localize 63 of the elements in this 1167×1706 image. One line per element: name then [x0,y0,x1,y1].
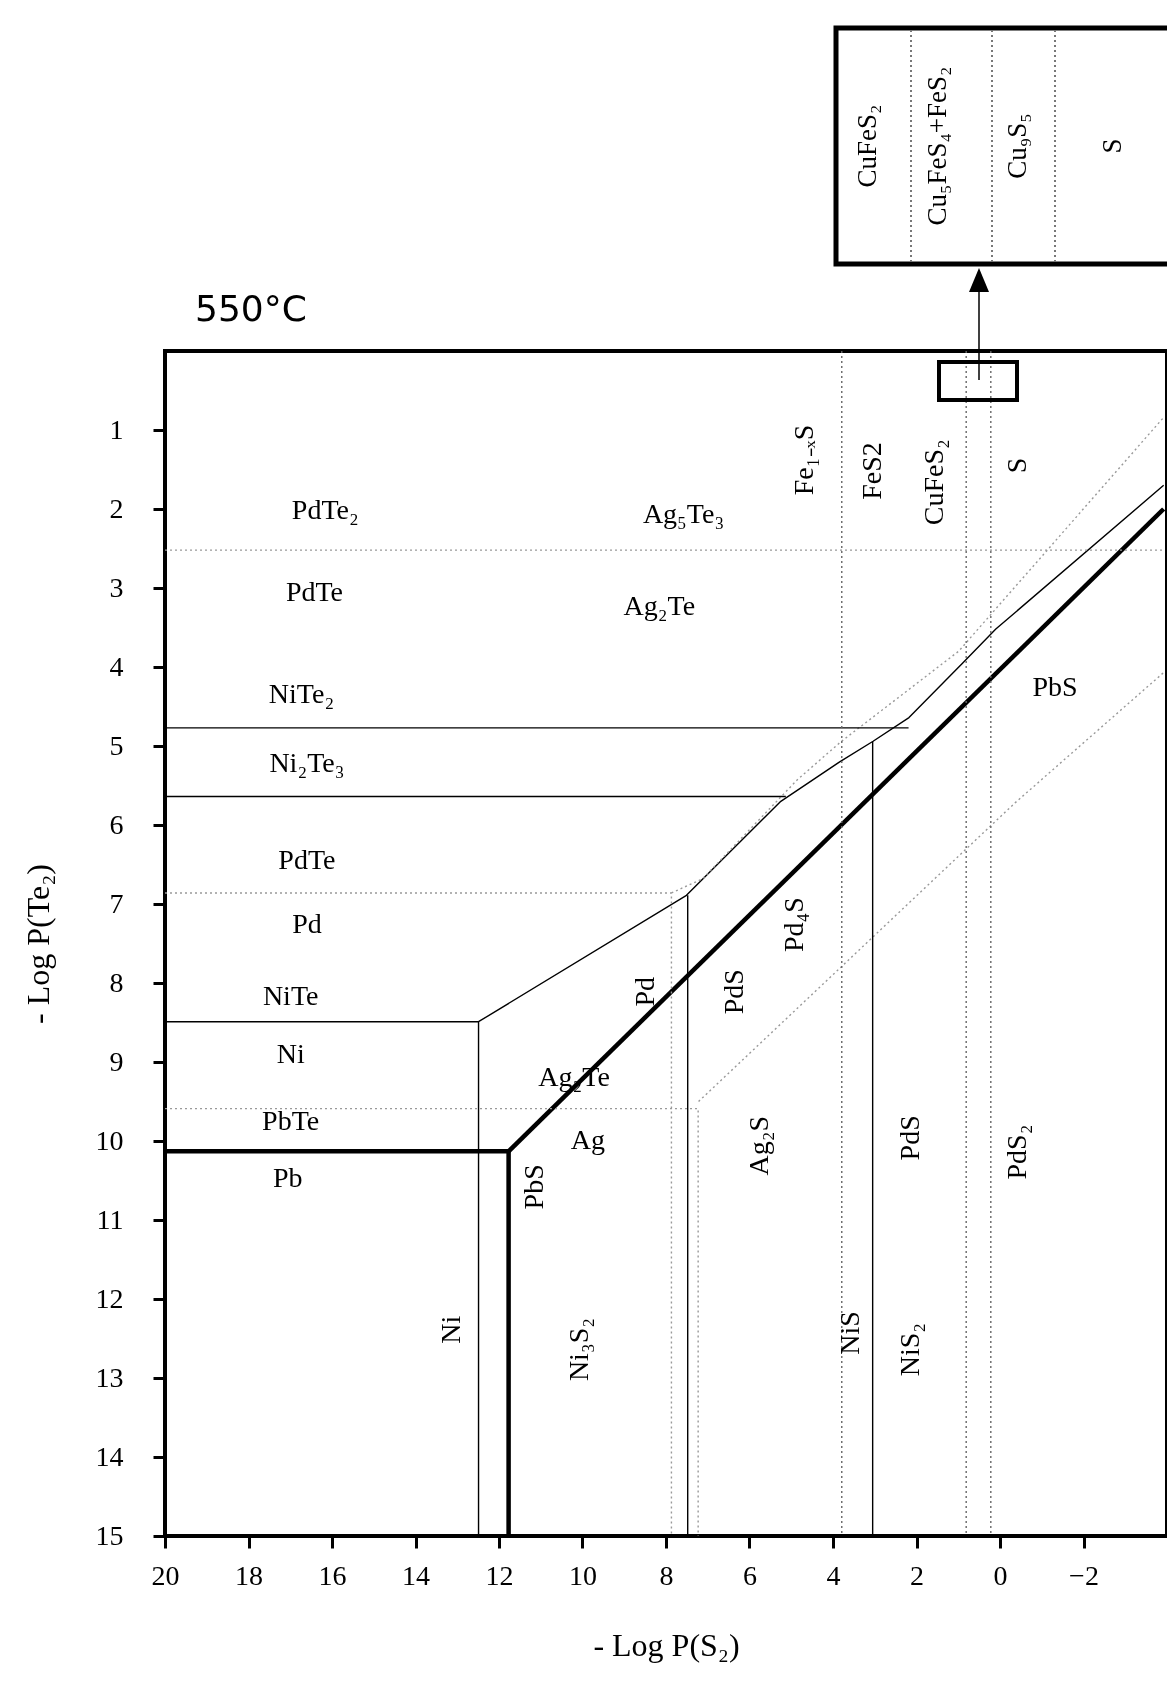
annotation: PdS₂ [1000,1124,1032,1180]
annotation: Ag₂S [743,1115,775,1176]
text: Cu₅FeS₄+FeS₂ [922,66,953,226]
annotation: S [1000,457,1032,474]
x-tick-label: 18 [235,1559,263,1591]
x-tick-label: 16 [318,1559,347,1591]
annotation: Ni₂Te₃ [269,747,345,779]
y-tick-label: 12 [95,1282,124,1314]
annotation: Pb [272,1161,303,1193]
annotation: Pd [292,907,322,939]
y-axis-title: - Log P(Te₂) [19,864,56,1024]
x-tick-label: 0 [993,1559,1008,1591]
x-tick-label: 2 [910,1559,924,1591]
y-tick-label: 14 [95,1440,124,1472]
y-tick-label: 6 [109,808,124,840]
annotation: PdTe [285,575,344,607]
annotation: NiTe₂ [268,678,335,710]
annotation: Pd₄S [778,897,810,952]
annotation: PdS [894,1115,926,1161]
y-tick-label: 10 [95,1124,124,1156]
y-tick-label: 2 [109,492,124,524]
x-tick-label: 10 [569,1559,597,1591]
annotation: Ag₅Te₃ [642,497,725,529]
annotation: CuFeS₂ [917,439,949,526]
x-tick-label: 14 [402,1559,430,1591]
annotation: Ni₃S₂ [563,1318,595,1382]
y-tick-label: 8 [109,966,124,998]
text: Cu₉S₅ [1002,113,1033,179]
chart-title: 550°C [195,288,307,329]
annotation: NiS₂ [894,1322,926,1377]
y-tick-label: 4 [109,650,124,682]
x-tick-label: −2 [1069,1559,1099,1591]
annotation: Ni [276,1037,305,1069]
text: S [1097,138,1128,154]
x-tick-label: 4 [826,1559,841,1591]
annotation: PdS [718,969,750,1015]
y-tick-label: 9 [109,1045,124,1077]
y-tick-label: 3 [109,571,124,603]
annotation: NiTe [262,980,319,1012]
x-tick-label: 8 [659,1559,674,1591]
x-axis-title: - Log P(S₂) [593,1626,740,1663]
annotation: NiS [834,1311,866,1355]
y-tick-label: 1 [109,413,124,445]
annotation: Ni [435,1315,467,1344]
x-tick-label: 12 [485,1559,514,1591]
y-tick-label: 7 [109,887,124,919]
annotation: Fe₁₋ₓS [787,424,819,496]
y-tick-label: 5 [109,729,124,761]
annotation: Ag [570,1124,606,1155]
annotation: Pd [629,976,661,1007]
annotation: Ag₂Te [623,589,696,621]
x-tick-label: 6 [743,1559,757,1591]
annotation: PdTe₂ [291,494,359,526]
annotation: PdTe [278,844,336,876]
x-tick-label: 20 [151,1559,180,1591]
annotation: PbS [1032,671,1078,703]
text: CuFeS₂ [852,104,883,188]
annotation: FeS2 [856,442,888,500]
y-tick-label: 13 [95,1361,124,1393]
y-tick-label: 11 [96,1203,124,1235]
y-tick-label: 15 [95,1519,124,1551]
annotation: PbS [517,1164,549,1210]
annotation: PbTe [262,1105,320,1137]
